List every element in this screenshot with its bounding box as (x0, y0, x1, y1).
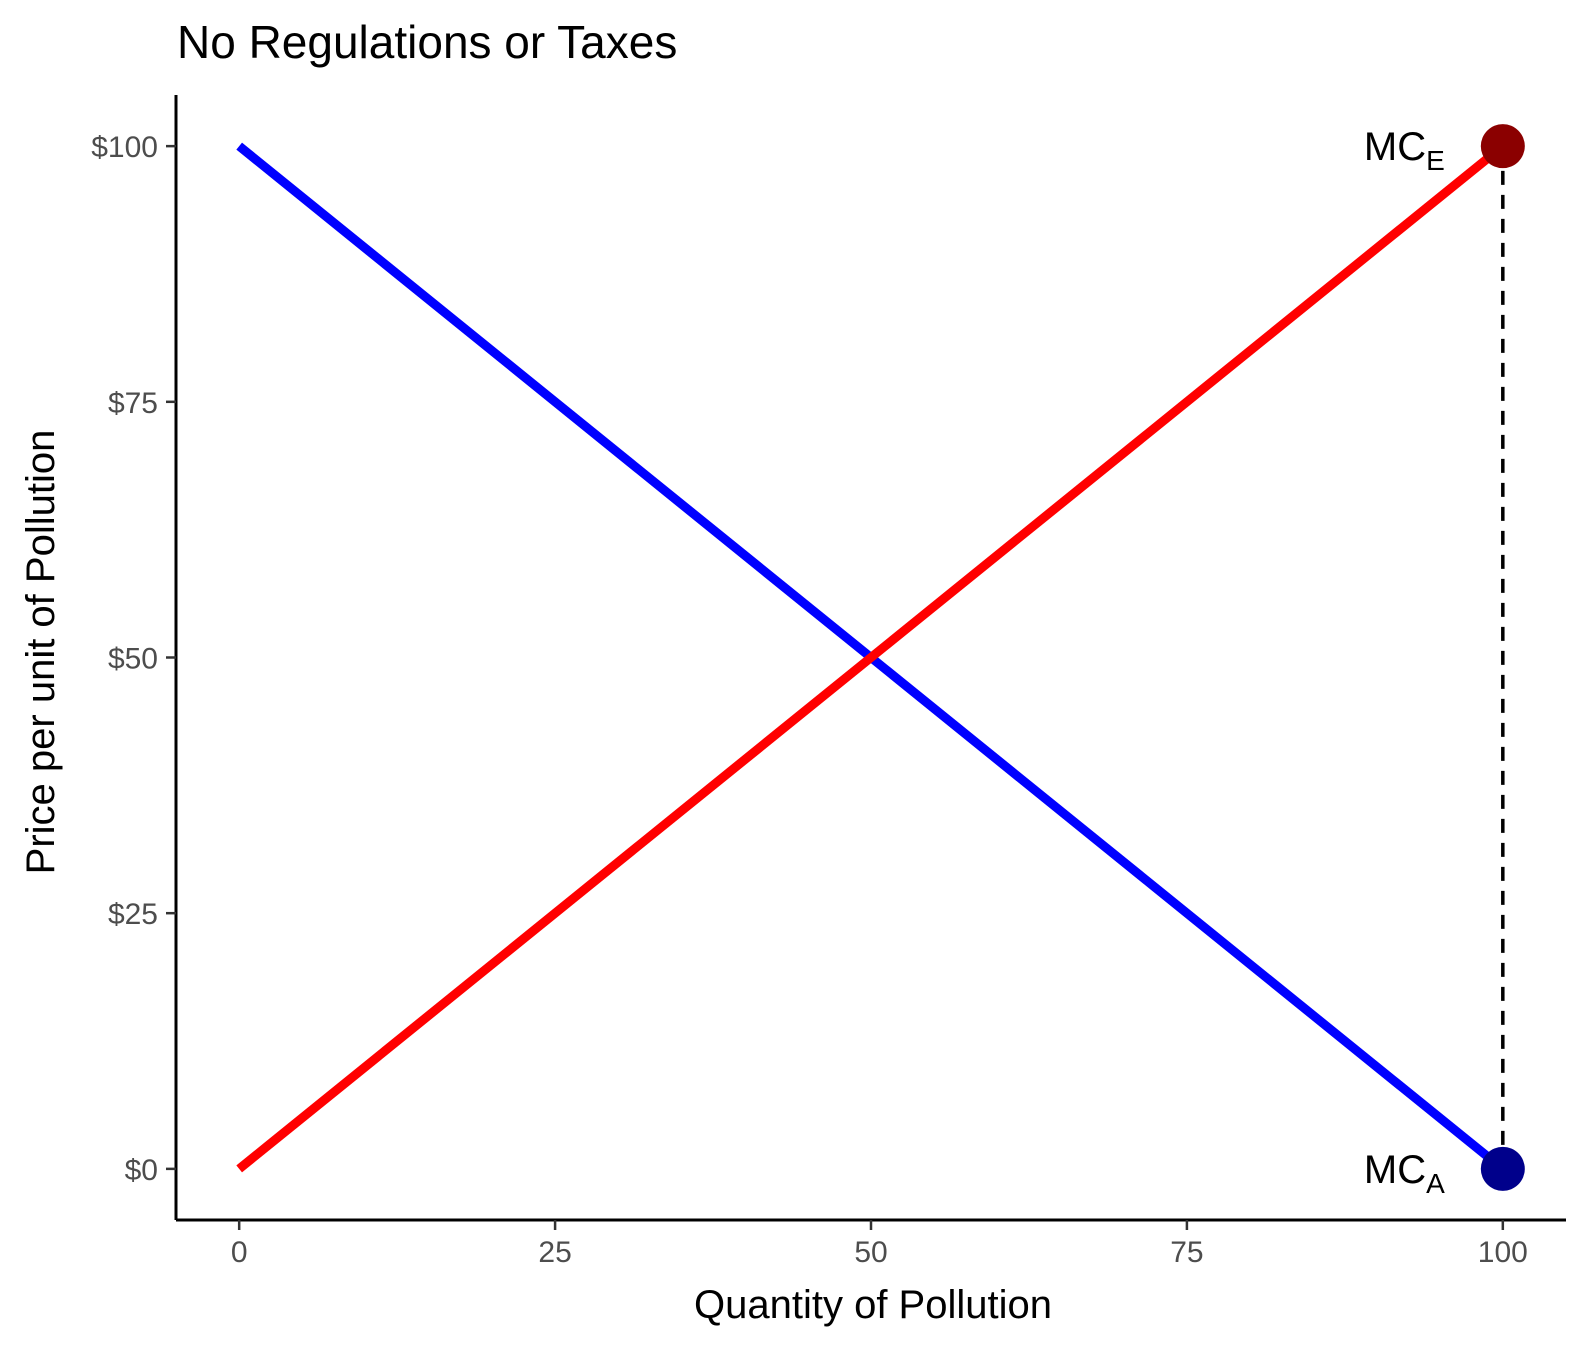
point-label-mc-e: MCE (1364, 125, 1445, 176)
x-tick-label: 0 (231, 1236, 248, 1269)
y-tick-label: $75 (108, 387, 158, 420)
point-label-mc-a: MCA (1364, 1148, 1445, 1199)
y-tick-label: $50 (108, 643, 158, 676)
chart-title: No Regulations or Taxes (177, 16, 677, 68)
y-tick-label: $25 (108, 898, 158, 931)
series-line-2 (236, 142, 1506, 1173)
x-axis-title: Quantity of Pollution (694, 1283, 1052, 1327)
point-marker-mc-a (1480, 1146, 1525, 1191)
plot-area: MCE MCA (236, 124, 1525, 1199)
y-tick-label: $0 (125, 1154, 158, 1187)
y-axis-title: Price per unit of Pollution (19, 430, 63, 875)
x-tick-label: 25 (538, 1236, 571, 1269)
x-tick-label: 75 (1170, 1236, 1203, 1269)
y-tick-label: $100 (91, 131, 158, 164)
point-marker-mc-e (1480, 124, 1525, 169)
axes: 0 25 50 75 100 $0 $25 $50 $75 $100 (91, 95, 1566, 1269)
x-tick-label: 100 (1478, 1236, 1528, 1269)
x-tick-label: 50 (854, 1236, 887, 1269)
